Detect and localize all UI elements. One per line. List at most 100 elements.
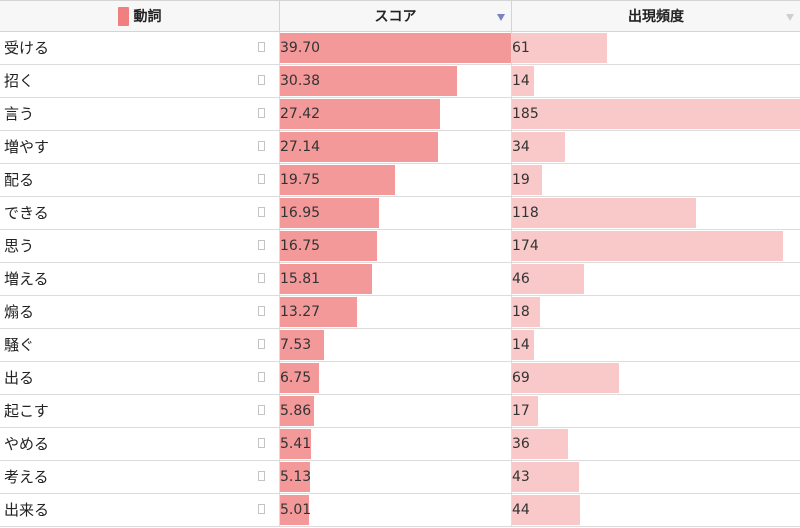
verb-cell: 招く: [0, 65, 280, 97]
table-row[interactable]: やめる 5.41 36: [0, 428, 800, 461]
row-detail-icon[interactable]: [258, 108, 265, 118]
score-bar: [280, 396, 315, 426]
table-row[interactable]: 配る 19.75 19: [0, 164, 800, 197]
frequency-value: 44: [512, 502, 530, 518]
frequency-cell: 69: [512, 362, 800, 394]
score-value: 16.95: [280, 205, 321, 221]
table-row[interactable]: 増える 15.81 46: [0, 263, 800, 296]
table-row[interactable]: 出る 6.75 69: [0, 362, 800, 395]
verb-cell: 考える: [0, 461, 280, 493]
column-header-verb[interactable]: 動詞: [0, 1, 280, 31]
frequency-bar: [512, 198, 696, 228]
verb-text: 煽る: [4, 303, 35, 321]
frequency-bar: [512, 363, 620, 393]
frequency-value: 174: [512, 238, 539, 254]
verb-cell: 起こす: [0, 395, 280, 427]
row-detail-icon[interactable]: [258, 471, 265, 481]
score-cell: 7.53: [280, 329, 512, 361]
row-detail-icon[interactable]: [258, 207, 265, 217]
row-detail-icon[interactable]: [258, 306, 265, 316]
frequency-cell: 14: [512, 329, 800, 361]
table-row[interactable]: 思う 16.75 174: [0, 230, 800, 263]
table-row[interactable]: 招く 30.38 14: [0, 65, 800, 98]
verb-cell: 受ける: [0, 32, 280, 64]
row-detail-icon[interactable]: [258, 75, 265, 85]
score-bar: [280, 66, 457, 96]
table-row[interactable]: 増やす 27.14 34: [0, 131, 800, 164]
score-cell: 19.75: [280, 164, 512, 196]
frequency-bar: [512, 231, 783, 261]
table-header: 動詞 スコア 出現頻度: [0, 1, 800, 32]
score-value: 7.53: [280, 337, 312, 353]
score-bar: [280, 495, 310, 525]
sort-descending-icon[interactable]: [497, 14, 505, 21]
frequency-bar: [512, 132, 565, 162]
score-value: 30.38: [280, 73, 321, 89]
frequency-bar: [512, 66, 534, 96]
score-value: 27.42: [280, 106, 321, 122]
row-detail-icon[interactable]: [258, 504, 265, 514]
verb-text: 出る: [4, 369, 35, 387]
verb-cell: 煽る: [0, 296, 280, 328]
table-row[interactable]: 言う 27.42 185: [0, 98, 800, 131]
row-detail-icon[interactable]: [258, 240, 265, 250]
verb-text: 増える: [4, 270, 49, 288]
verb-cell: 言う: [0, 98, 280, 130]
frequency-bar: [512, 99, 800, 129]
score-cell: 5.41: [280, 428, 512, 460]
verb-text: やめる: [4, 435, 50, 453]
score-value: 39.70: [280, 40, 321, 56]
frequency-value: 43: [512, 469, 530, 485]
column-header-frequency[interactable]: 出現頻度: [512, 1, 800, 31]
score-cell: 39.70: [280, 32, 512, 64]
sort-inactive-icon[interactable]: [786, 14, 794, 21]
verb-color-swatch: [117, 6, 129, 26]
row-detail-icon[interactable]: [258, 174, 265, 184]
verb-text: 思う: [4, 237, 35, 255]
score-value: 5.13: [280, 469, 312, 485]
row-detail-icon[interactable]: [258, 438, 265, 448]
score-value: 16.75: [280, 238, 321, 254]
verb-text: 言う: [4, 105, 35, 123]
score-cell: 13.27: [280, 296, 512, 328]
frequency-cell: 17: [512, 395, 800, 427]
score-cell: 16.95: [280, 197, 512, 229]
table-row[interactable]: できる 16.95 118: [0, 197, 800, 230]
table-row[interactable]: 煽る 13.27 18: [0, 296, 800, 329]
verb-cell: 増やす: [0, 131, 280, 163]
score-cell: 30.38: [280, 65, 512, 97]
frequency-cell: 61: [512, 32, 800, 64]
frequency-value: 46: [512, 271, 530, 287]
row-detail-icon[interactable]: [258, 405, 265, 415]
verb-text: 招く: [4, 72, 35, 90]
score-cell: 16.75: [280, 230, 512, 262]
column-header-frequency-label: 出現頻度: [628, 9, 684, 25]
frequency-bar: [512, 33, 607, 63]
frequency-value: 61: [512, 40, 530, 56]
table-row[interactable]: 受ける 39.70 61: [0, 32, 800, 65]
table-row[interactable]: 出来る 5.01 44: [0, 494, 800, 527]
score-cell: 5.13: [280, 461, 512, 493]
score-cell: 27.14: [280, 131, 512, 163]
table-row[interactable]: 起こす 5.86 17: [0, 395, 800, 428]
score-bar: [280, 33, 511, 63]
frequency-value: 185: [512, 106, 539, 122]
table-row[interactable]: 考える 5.13 43: [0, 461, 800, 494]
frequency-value: 69: [512, 370, 530, 386]
table-row[interactable]: 騒ぐ 7.53 14: [0, 329, 800, 362]
column-header-score[interactable]: スコア: [280, 1, 512, 31]
score-cell: 6.75: [280, 362, 512, 394]
row-detail-icon[interactable]: [258, 42, 265, 52]
row-detail-icon[interactable]: [258, 372, 265, 382]
frequency-bar: [512, 495, 581, 525]
row-detail-icon[interactable]: [258, 141, 265, 151]
row-detail-icon[interactable]: [258, 339, 265, 349]
verb-text: 配る: [4, 171, 35, 189]
frequency-value: 14: [512, 337, 530, 353]
row-detail-icon[interactable]: [258, 273, 265, 283]
frequency-value: 17: [512, 403, 530, 419]
verb-text: 受ける: [4, 39, 50, 57]
verb-text: 考える: [4, 468, 49, 486]
score-value: 27.14: [280, 139, 321, 155]
